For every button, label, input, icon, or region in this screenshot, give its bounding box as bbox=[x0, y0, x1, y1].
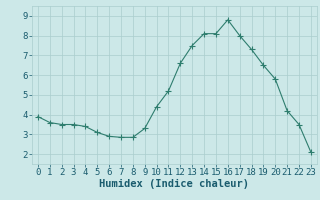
X-axis label: Humidex (Indice chaleur): Humidex (Indice chaleur) bbox=[100, 179, 249, 189]
